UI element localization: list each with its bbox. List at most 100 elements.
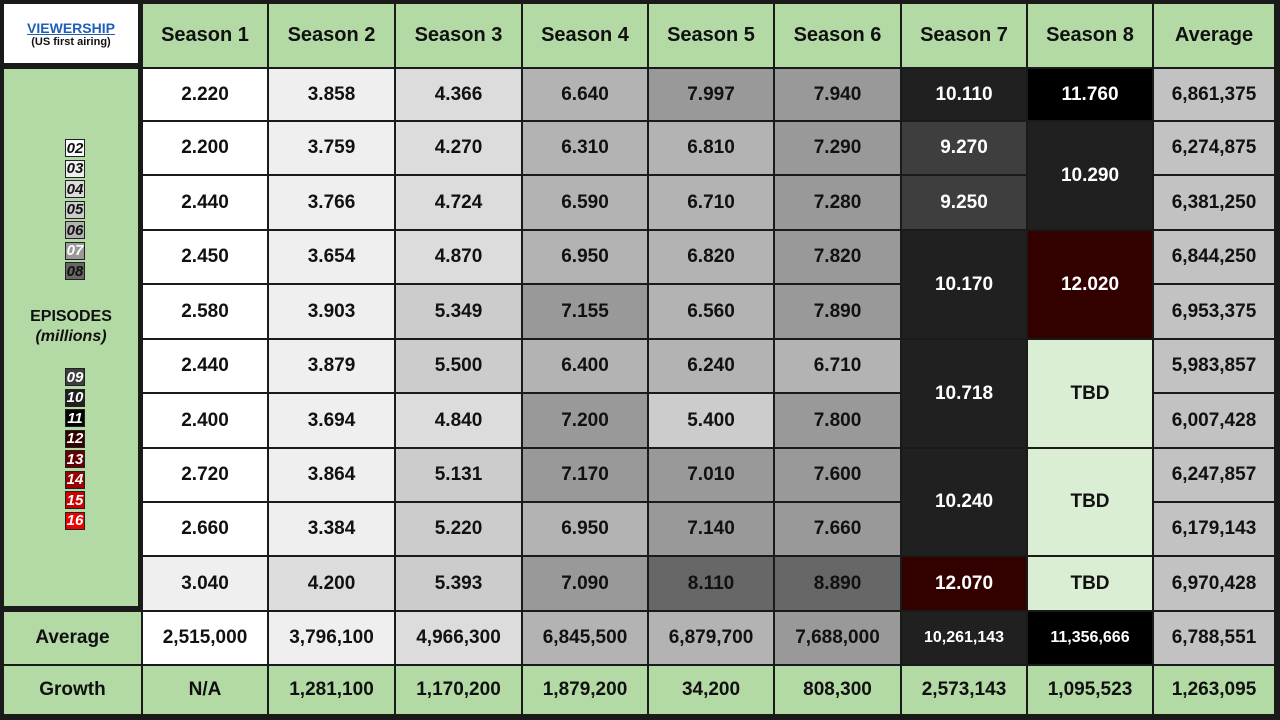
episode-cell: TBD bbox=[1028, 449, 1152, 555]
legend-swatch: 14 bbox=[65, 470, 85, 489]
episode-cell: 2.660 bbox=[143, 503, 267, 555]
column-header: Season 3 bbox=[396, 4, 521, 67]
growth-cell: 1,095,523 bbox=[1028, 666, 1152, 714]
legend-swatch: 06 bbox=[65, 221, 85, 239]
column-header: Season 5 bbox=[649, 4, 773, 67]
episode-cell: 3.384 bbox=[269, 503, 394, 555]
episode-cell: 5.131 bbox=[396, 449, 521, 501]
average-cell: 11,356,666 bbox=[1028, 612, 1152, 664]
episode-cell: 11.760 bbox=[1028, 69, 1152, 120]
growth-cell: 1,281,100 bbox=[269, 666, 394, 714]
episode-cell: 7.140 bbox=[649, 503, 773, 555]
average-cell: 3,796,100 bbox=[269, 612, 394, 664]
episode-cell: 6.710 bbox=[775, 340, 900, 392]
column-header: Season 8 bbox=[1028, 4, 1152, 67]
legend-swatch: 07 bbox=[65, 241, 85, 260]
row-average-cell: 6,381,250 bbox=[1154, 176, 1274, 229]
episode-cell: 5.349 bbox=[396, 285, 521, 338]
episode-cell: 5.500 bbox=[396, 340, 521, 392]
column-header: Season 6 bbox=[775, 4, 900, 67]
episode-cell: 10.170 bbox=[902, 231, 1026, 338]
episode-cell: 2.220 bbox=[143, 69, 267, 120]
episode-cell: 4.200 bbox=[269, 557, 394, 610]
episodes-label: EPISODES (millions) bbox=[4, 307, 138, 347]
episode-cell: 6.820 bbox=[649, 231, 773, 283]
episode-cell: 7.010 bbox=[649, 449, 773, 501]
episode-cell: 5.220 bbox=[396, 503, 521, 555]
episode-cell: 3.766 bbox=[269, 176, 394, 229]
episode-cell: 6.240 bbox=[649, 340, 773, 392]
episode-cell: 2.580 bbox=[143, 285, 267, 338]
row-average-cell: 5,983,857 bbox=[1154, 340, 1274, 392]
growth-cell: N/A bbox=[143, 666, 267, 714]
episode-cell: 7.290 bbox=[775, 122, 900, 174]
column-header: Season 1 bbox=[143, 4, 267, 67]
legend-swatch: 09 bbox=[65, 368, 85, 386]
episode-cell: 8.890 bbox=[775, 557, 900, 610]
episode-cell: 7.940 bbox=[775, 69, 900, 120]
episode-cell: 6.810 bbox=[649, 122, 773, 174]
row-average-cell: 6,247,857 bbox=[1154, 449, 1274, 501]
column-header: Season 7 bbox=[902, 4, 1026, 67]
row-average-cell: 6,861,375 bbox=[1154, 69, 1274, 120]
episode-cell: 7.155 bbox=[523, 285, 647, 338]
column-header: Season 2 bbox=[269, 4, 394, 67]
legend-swatch: 16 bbox=[65, 511, 85, 530]
episode-cell: 10.290 bbox=[1028, 122, 1152, 229]
growth-cell: 808,300 bbox=[775, 666, 900, 714]
episode-cell: 9.270 bbox=[902, 122, 1026, 174]
average-cell: 6,788,551 bbox=[1154, 612, 1274, 664]
average-cell: 7,688,000 bbox=[775, 612, 900, 664]
average-cell: 6,879,700 bbox=[649, 612, 773, 664]
episode-cell: 6.590 bbox=[523, 176, 647, 229]
growth-row-label: Growth bbox=[4, 666, 141, 714]
episode-cell: 4.870 bbox=[396, 231, 521, 283]
legend-swatch: 12 bbox=[65, 429, 85, 448]
episodes-label-text: EPISODES bbox=[30, 308, 112, 325]
episode-cell: 12.020 bbox=[1028, 231, 1152, 338]
episode-cell: 7.600 bbox=[775, 449, 900, 501]
episode-cell: 9.250 bbox=[902, 176, 1026, 229]
growth-cell: 2,573,143 bbox=[902, 666, 1026, 714]
row-average-cell: 6,007,428 bbox=[1154, 394, 1274, 447]
episode-cell: 7.200 bbox=[523, 394, 647, 447]
episode-cell: TBD bbox=[1028, 340, 1152, 447]
row-average-cell: 6,970,428 bbox=[1154, 557, 1274, 610]
episode-cell: 4.840 bbox=[396, 394, 521, 447]
average-cell: 2,515,000 bbox=[143, 612, 267, 664]
episode-cell: 10.240 bbox=[902, 449, 1026, 555]
episode-cell: 7.890 bbox=[775, 285, 900, 338]
episode-cell: 6.950 bbox=[523, 503, 647, 555]
episode-cell: 4.366 bbox=[396, 69, 521, 120]
viewership-title[interactable]: VIEWERSHIP bbox=[27, 19, 115, 36]
legend-swatch: 13 bbox=[65, 450, 85, 468]
episode-cell: 7.090 bbox=[523, 557, 647, 610]
legend-swatch: 08 bbox=[65, 262, 85, 280]
episode-cell: 7.800 bbox=[775, 394, 900, 447]
column-header: Season 4 bbox=[523, 4, 647, 67]
episode-cell: 3.040 bbox=[143, 557, 267, 610]
episode-cell: 3.759 bbox=[269, 122, 394, 174]
episodes-unit: (millions) bbox=[35, 328, 107, 345]
episode-cell: 6.560 bbox=[649, 285, 773, 338]
episode-cell: 7.170 bbox=[523, 449, 647, 501]
episode-cell: 3.654 bbox=[269, 231, 394, 283]
growth-cell: 1,263,095 bbox=[1154, 666, 1274, 714]
episode-cell: 2.440 bbox=[143, 176, 267, 229]
episode-cell: 2.720 bbox=[143, 449, 267, 501]
column-header: Average bbox=[1154, 4, 1274, 67]
episode-cell: 2.450 bbox=[143, 231, 267, 283]
episode-cell: 4.270 bbox=[396, 122, 521, 174]
legend-swatch: 02 bbox=[65, 139, 85, 157]
episode-cell: 2.400 bbox=[143, 394, 267, 447]
episode-cell: 3.694 bbox=[269, 394, 394, 447]
growth-cell: 1,170,200 bbox=[396, 666, 521, 714]
episode-cell: 2.200 bbox=[143, 122, 267, 174]
episode-cell: 7.820 bbox=[775, 231, 900, 283]
growth-cell: 1,879,200 bbox=[523, 666, 647, 714]
episode-cell: TBD bbox=[1028, 557, 1152, 610]
episode-cell: 3.858 bbox=[269, 69, 394, 120]
episode-cell: 3.879 bbox=[269, 340, 394, 392]
episode-cell: 8.110 bbox=[649, 557, 773, 610]
